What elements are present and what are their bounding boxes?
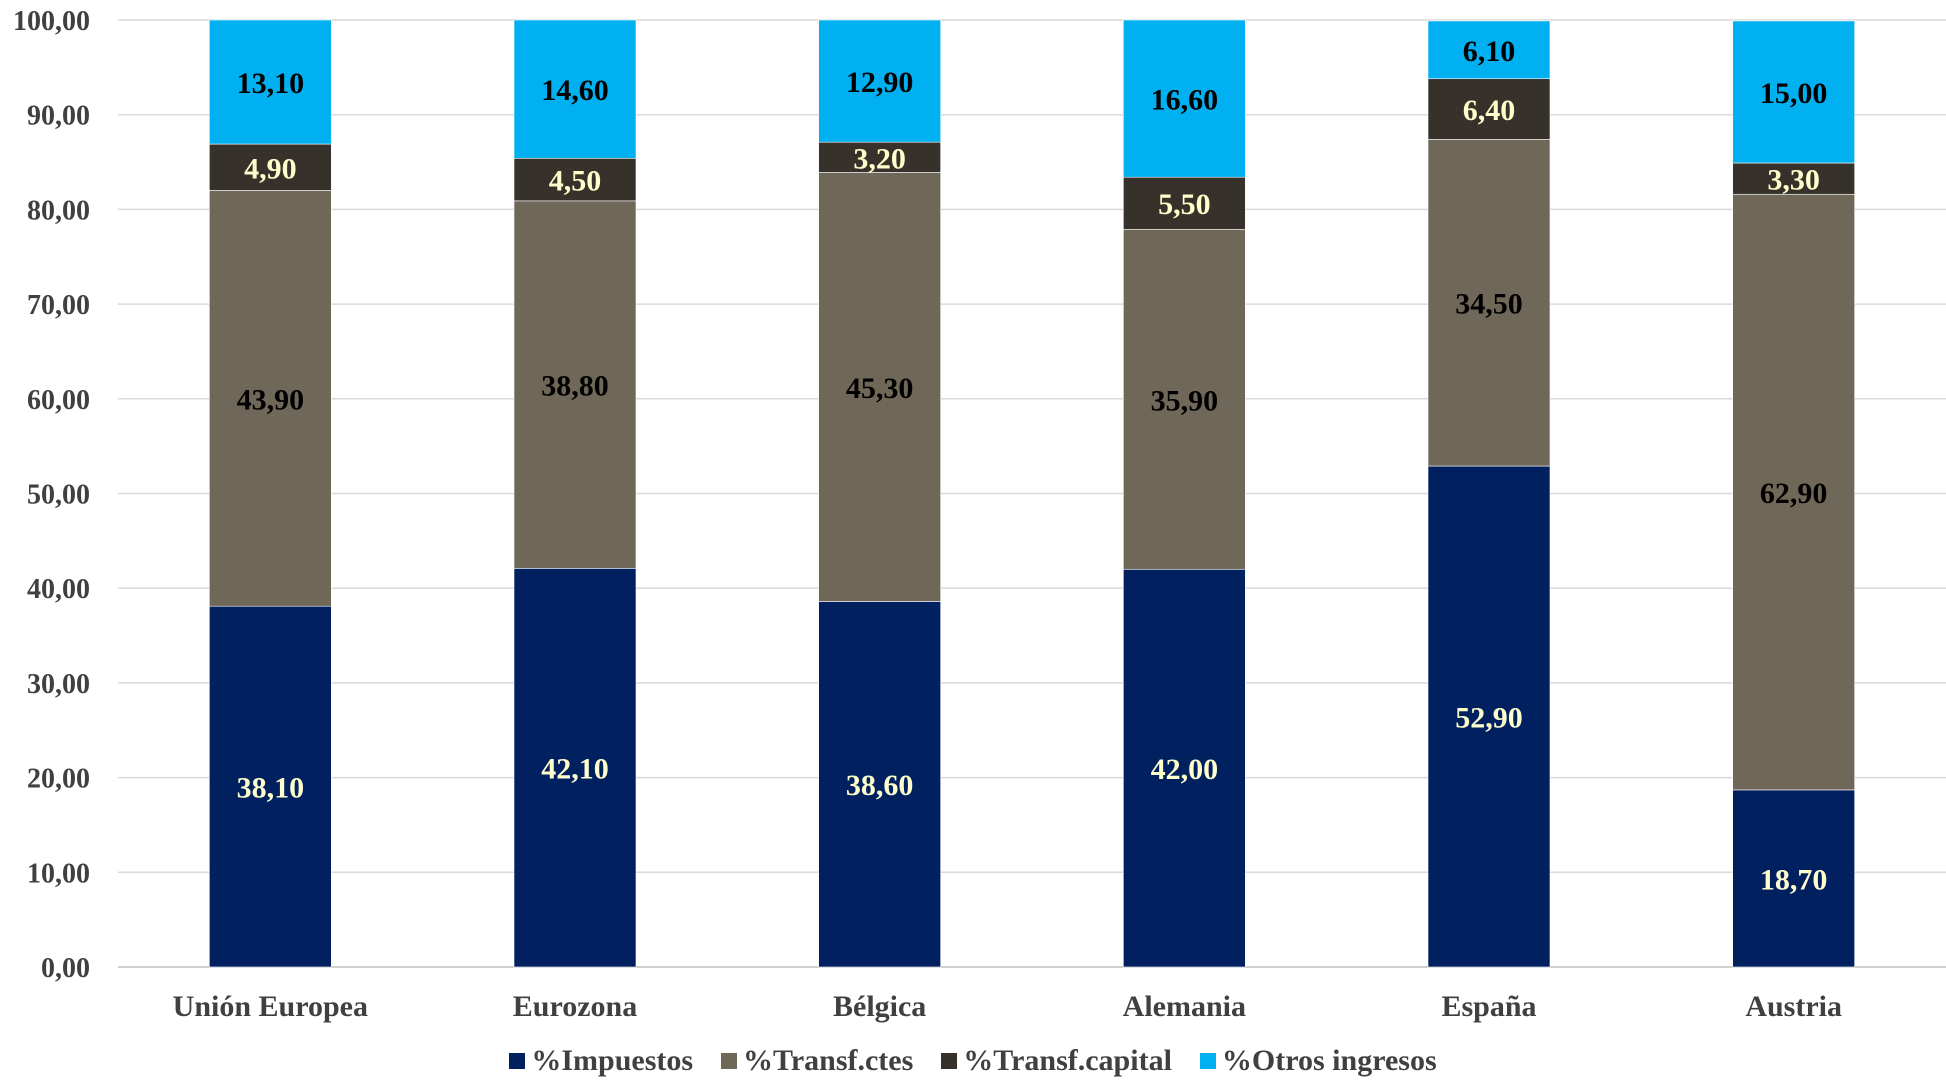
x-category-label: Unión Europea: [173, 990, 368, 1023]
y-tick-label: 70,00: [27, 290, 90, 321]
y-axis: 0,00 10,00 20,00 30,00 40,00 50,00 60,00 70,00 8…: [13, 6, 90, 984]
x-category-label: España: [1441, 990, 1536, 1023]
chart-legend: %Impuestos %Transf.ctes %Transf.capital %Ot…: [0, 1044, 1946, 1078]
data-label: 5,50: [1158, 188, 1211, 221]
data-label: 18,70: [1760, 863, 1828, 896]
bar-segment: [1123, 19, 1246, 178]
legend-item: %Transf.ctes: [721, 1044, 913, 1078]
y-tick-label: 10,00: [27, 858, 90, 889]
bar-segment: [1427, 20, 1551, 80]
bar-segment: [209, 143, 332, 191]
bar-segment: [1123, 228, 1246, 570]
legend-label: %Otros ingresos: [1221, 1044, 1437, 1077]
bar-segment: [513, 200, 637, 569]
data-label: 3,30: [1767, 164, 1820, 197]
y-tick-label: 100,00: [13, 6, 90, 37]
data-label: 16,60: [1151, 84, 1219, 117]
bar-segment: [1427, 78, 1551, 140]
bar-segment: [818, 141, 941, 173]
data-label: 3,20: [853, 142, 906, 175]
data-label: 15,00: [1760, 77, 1828, 110]
bar-segment: [1732, 20, 1855, 164]
data-labels: 38,10 43,90 4,90 13,10 42,10 38,80 4,50 14,60 38…: [237, 35, 1828, 897]
data-label: 6,10: [1463, 35, 1516, 68]
bar-segment: [1427, 139, 1551, 467]
data-label: 45,30: [846, 372, 914, 405]
bar-segment: [513, 19, 637, 159]
y-tick-label: 30,00: [27, 669, 90, 700]
y-tick-label: 90,00: [27, 101, 90, 132]
y-tick-label: 80,00: [27, 195, 90, 226]
data-label: 62,90: [1760, 477, 1828, 510]
bar-segment: [1123, 568, 1246, 968]
x-category-label: Alemania: [1123, 990, 1246, 1023]
bar-segment: [818, 19, 941, 143]
data-label: 14,60: [541, 74, 609, 107]
x-category-label: Bélgica: [833, 990, 926, 1023]
y-tick-label: 0,00: [41, 953, 90, 984]
legend-swatch: [941, 1053, 958, 1069]
legend-label: %Transf.capital: [963, 1044, 1172, 1077]
y-gridlines: [118, 19, 1946, 968]
bar-segment: [209, 19, 332, 145]
legend-label: %Transf.ctes: [743, 1044, 914, 1077]
data-label: 52,90: [1455, 702, 1523, 735]
bar-segment: [818, 601, 941, 968]
chart-canvas: 0,00 10,00 20,00 30,00 40,00 50,00 60,00 70,00 8…: [13, 6, 1946, 1023]
data-label: 12,90: [846, 66, 914, 99]
data-label: 35,90: [1151, 384, 1219, 417]
legend-item: %Transf.capital: [941, 1044, 1172, 1078]
y-tick-label: 40,00: [27, 574, 90, 605]
x-category-label: Austria: [1745, 990, 1842, 1023]
data-label: 42,00: [1151, 753, 1219, 786]
legend-swatch: [721, 1053, 738, 1069]
data-label: 38,80: [541, 370, 609, 403]
bar-segment: [1732, 193, 1855, 791]
x-category-label: Eurozona: [513, 990, 637, 1023]
bar-segment: [1123, 176, 1246, 230]
data-label: 6,40: [1463, 94, 1516, 127]
bars: [209, 19, 1855, 968]
legend-label: %Impuestos: [531, 1044, 694, 1077]
data-label: 34,50: [1455, 288, 1523, 321]
legend-item: %Otros ingresos: [1199, 1044, 1437, 1078]
bar-segment: [209, 605, 332, 968]
legend-swatch: [1199, 1053, 1216, 1069]
bar-segment: [1427, 465, 1551, 968]
bar-segment: [818, 172, 941, 602]
bar-segment: [1732, 789, 1855, 968]
legend-swatch: [509, 1053, 526, 1069]
y-tick-label: 50,00: [27, 480, 90, 511]
bar-segment: [209, 190, 332, 607]
bar-segment: [1732, 162, 1855, 195]
y-tick-label: 60,00: [27, 385, 90, 416]
data-label: 43,90: [237, 383, 305, 416]
bar-segment: [513, 157, 637, 202]
bar-segment: [513, 568, 637, 968]
data-label: 4,50: [549, 165, 602, 198]
legend-item: %Impuestos: [509, 1044, 693, 1078]
data-label: 38,10: [237, 772, 305, 805]
data-label: 42,10: [541, 753, 609, 786]
data-label: 13,10: [237, 67, 305, 100]
y-tick-label: 20,00: [27, 764, 90, 795]
data-label: 38,60: [846, 769, 914, 802]
data-label: 4,90: [244, 152, 297, 185]
